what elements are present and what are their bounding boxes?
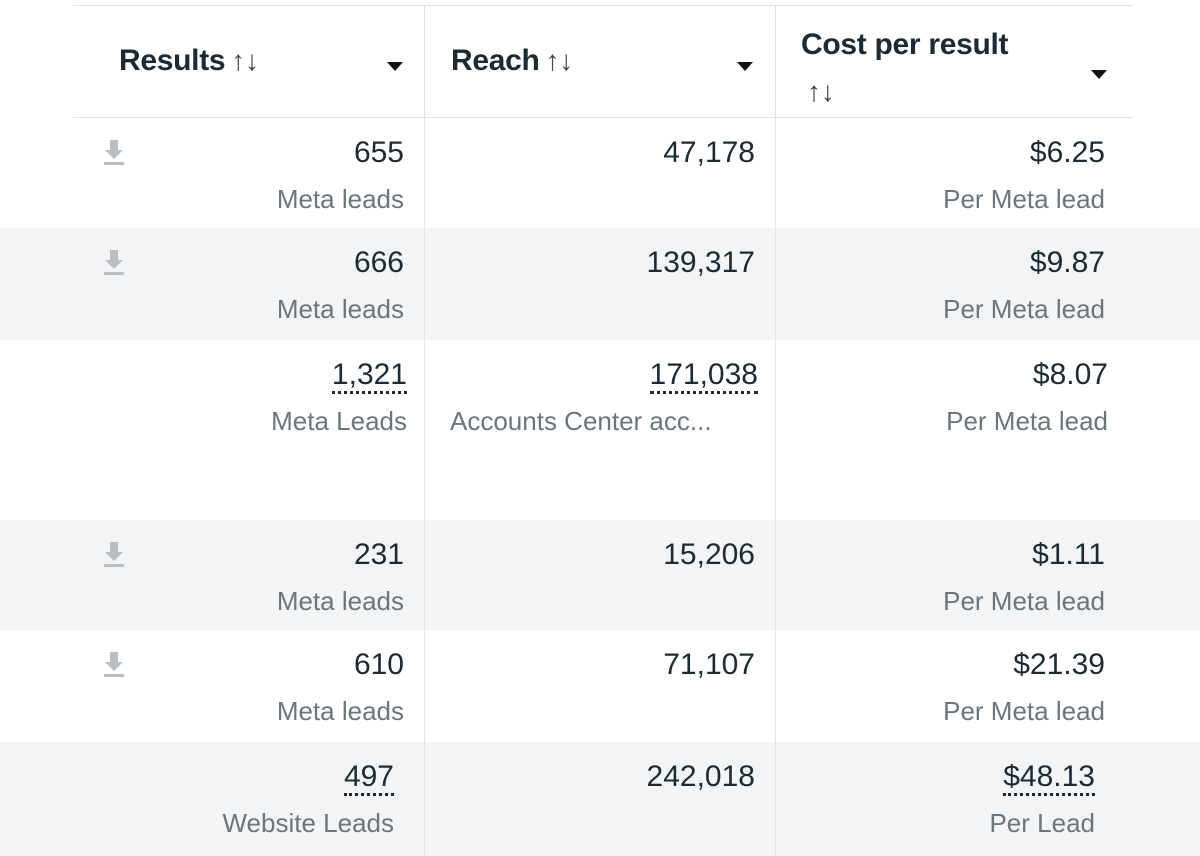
column-header-reach[interactable]: Reach ↑↓ bbox=[425, 6, 776, 118]
cost-value: $21.39 bbox=[1013, 648, 1105, 681]
cost-value: $6.25 bbox=[1029, 136, 1105, 169]
table-header: Results ↑↓ Reach ↑↓ Cost per result ↑↓ bbox=[73, 5, 1133, 118]
cost-cell: $6.25 Per Meta lead bbox=[776, 118, 1133, 228]
cost-cell: $9.87 Per Meta lead bbox=[776, 228, 1133, 340]
results-type: Meta Leads bbox=[271, 406, 407, 436]
column-title: Cost per result bbox=[801, 28, 1009, 61]
results-type: Meta leads bbox=[276, 294, 404, 324]
download-icon[interactable] bbox=[102, 138, 126, 166]
sort-icon[interactable]: ↑↓ bbox=[807, 76, 835, 107]
table-row[interactable]: 666 Meta leads 139,317 $9.87 Per Meta le… bbox=[0, 228, 1200, 340]
reach-value: 15,206 bbox=[663, 538, 755, 571]
cost-cell: $1.11 Per Meta lead bbox=[776, 520, 1133, 630]
reach-value: 242,018 bbox=[646, 760, 755, 793]
results-cell: 655 Meta leads bbox=[0, 118, 425, 228]
dropdown-caret-icon[interactable] bbox=[737, 62, 753, 71]
table-row[interactable]: 497 Website Leads 242,018 $48.13 Per Lea… bbox=[0, 742, 1200, 856]
results-cell: 1,321 Meta Leads bbox=[0, 340, 425, 520]
results-cell: 666 Meta leads bbox=[0, 228, 425, 340]
download-icon[interactable] bbox=[102, 540, 126, 568]
cost-type: Per Meta lead bbox=[943, 184, 1105, 214]
results-type: Meta leads bbox=[276, 696, 404, 726]
reach-cell: 15,206 bbox=[425, 520, 776, 630]
reach-note: Accounts Center acc... bbox=[450, 406, 712, 436]
cost-type: Per Meta lead bbox=[946, 406, 1108, 436]
download-icon[interactable] bbox=[102, 248, 126, 276]
column-header-results[interactable]: Results ↑↓ bbox=[73, 6, 425, 118]
reach-cell: 242,018 bbox=[425, 742, 776, 856]
cost-value: $9.87 bbox=[1029, 246, 1105, 279]
results-value[interactable]: 497 bbox=[343, 760, 394, 796]
cost-cell: $48.13 Per Lead bbox=[776, 742, 1133, 856]
results-value: 610 bbox=[353, 648, 404, 681]
column-header-cost-per-result[interactable]: Cost per result ↑↓ bbox=[776, 6, 1133, 118]
reach-cell: 139,317 bbox=[425, 228, 776, 340]
results-value: 666 bbox=[353, 246, 404, 279]
table-row[interactable]: 655 Meta leads 47,178 $6.25 Per Meta lea… bbox=[0, 118, 1200, 228]
results-cell: 497 Website Leads bbox=[0, 742, 425, 856]
results-value: 655 bbox=[353, 136, 404, 169]
cost-cell: $8.07 Per Meta lead bbox=[776, 340, 1133, 520]
reach-value: 71,107 bbox=[663, 648, 755, 681]
cost-type: Per Lead bbox=[989, 808, 1095, 838]
sort-icon[interactable]: ↑↓ bbox=[231, 45, 259, 76]
reach-value[interactable]: 171,038 bbox=[649, 358, 758, 394]
cost-value: $8.07 bbox=[1032, 358, 1108, 391]
table-row[interactable]: 1,321 Meta Leads 171,038 Accounts Center… bbox=[0, 340, 1200, 520]
cost-type: Per Meta lead bbox=[943, 696, 1105, 726]
cost-type: Per Meta lead bbox=[943, 586, 1105, 616]
reach-value: 47,178 bbox=[663, 136, 755, 169]
results-type: Website Leads bbox=[222, 808, 394, 838]
cost-value: $1.11 bbox=[1032, 538, 1105, 571]
cost-value[interactable]: $48.13 bbox=[1003, 760, 1095, 796]
reach-value: 139,317 bbox=[646, 246, 755, 279]
dropdown-caret-icon[interactable] bbox=[1091, 70, 1107, 79]
results-cell: 610 Meta leads bbox=[0, 630, 425, 742]
column-title: Results bbox=[119, 44, 226, 77]
dropdown-caret-icon[interactable] bbox=[387, 62, 403, 71]
reach-cell: 171,038 Accounts Center acc... bbox=[425, 340, 776, 520]
results-type: Meta leads bbox=[276, 586, 404, 616]
sort-icon[interactable]: ↑↓ bbox=[545, 45, 574, 76]
table-row[interactable]: 610 Meta leads 71,107 $21.39 Per Meta le… bbox=[0, 630, 1200, 742]
results-type: Meta leads bbox=[276, 184, 404, 214]
results-cell: 231 Meta leads bbox=[0, 520, 425, 630]
table-row[interactable]: 231 Meta leads 15,206 $1.11 Per Meta lea… bbox=[0, 520, 1200, 630]
cost-cell: $21.39 Per Meta lead bbox=[776, 630, 1133, 742]
download-icon[interactable] bbox=[102, 650, 126, 678]
column-title: Reach bbox=[451, 44, 540, 77]
cost-type: Per Meta lead bbox=[943, 294, 1105, 324]
results-value[interactable]: 1,321 bbox=[331, 358, 407, 394]
reach-cell: 71,107 bbox=[425, 630, 776, 742]
reach-cell: 47,178 bbox=[425, 118, 776, 228]
results-value: 231 bbox=[353, 538, 404, 571]
